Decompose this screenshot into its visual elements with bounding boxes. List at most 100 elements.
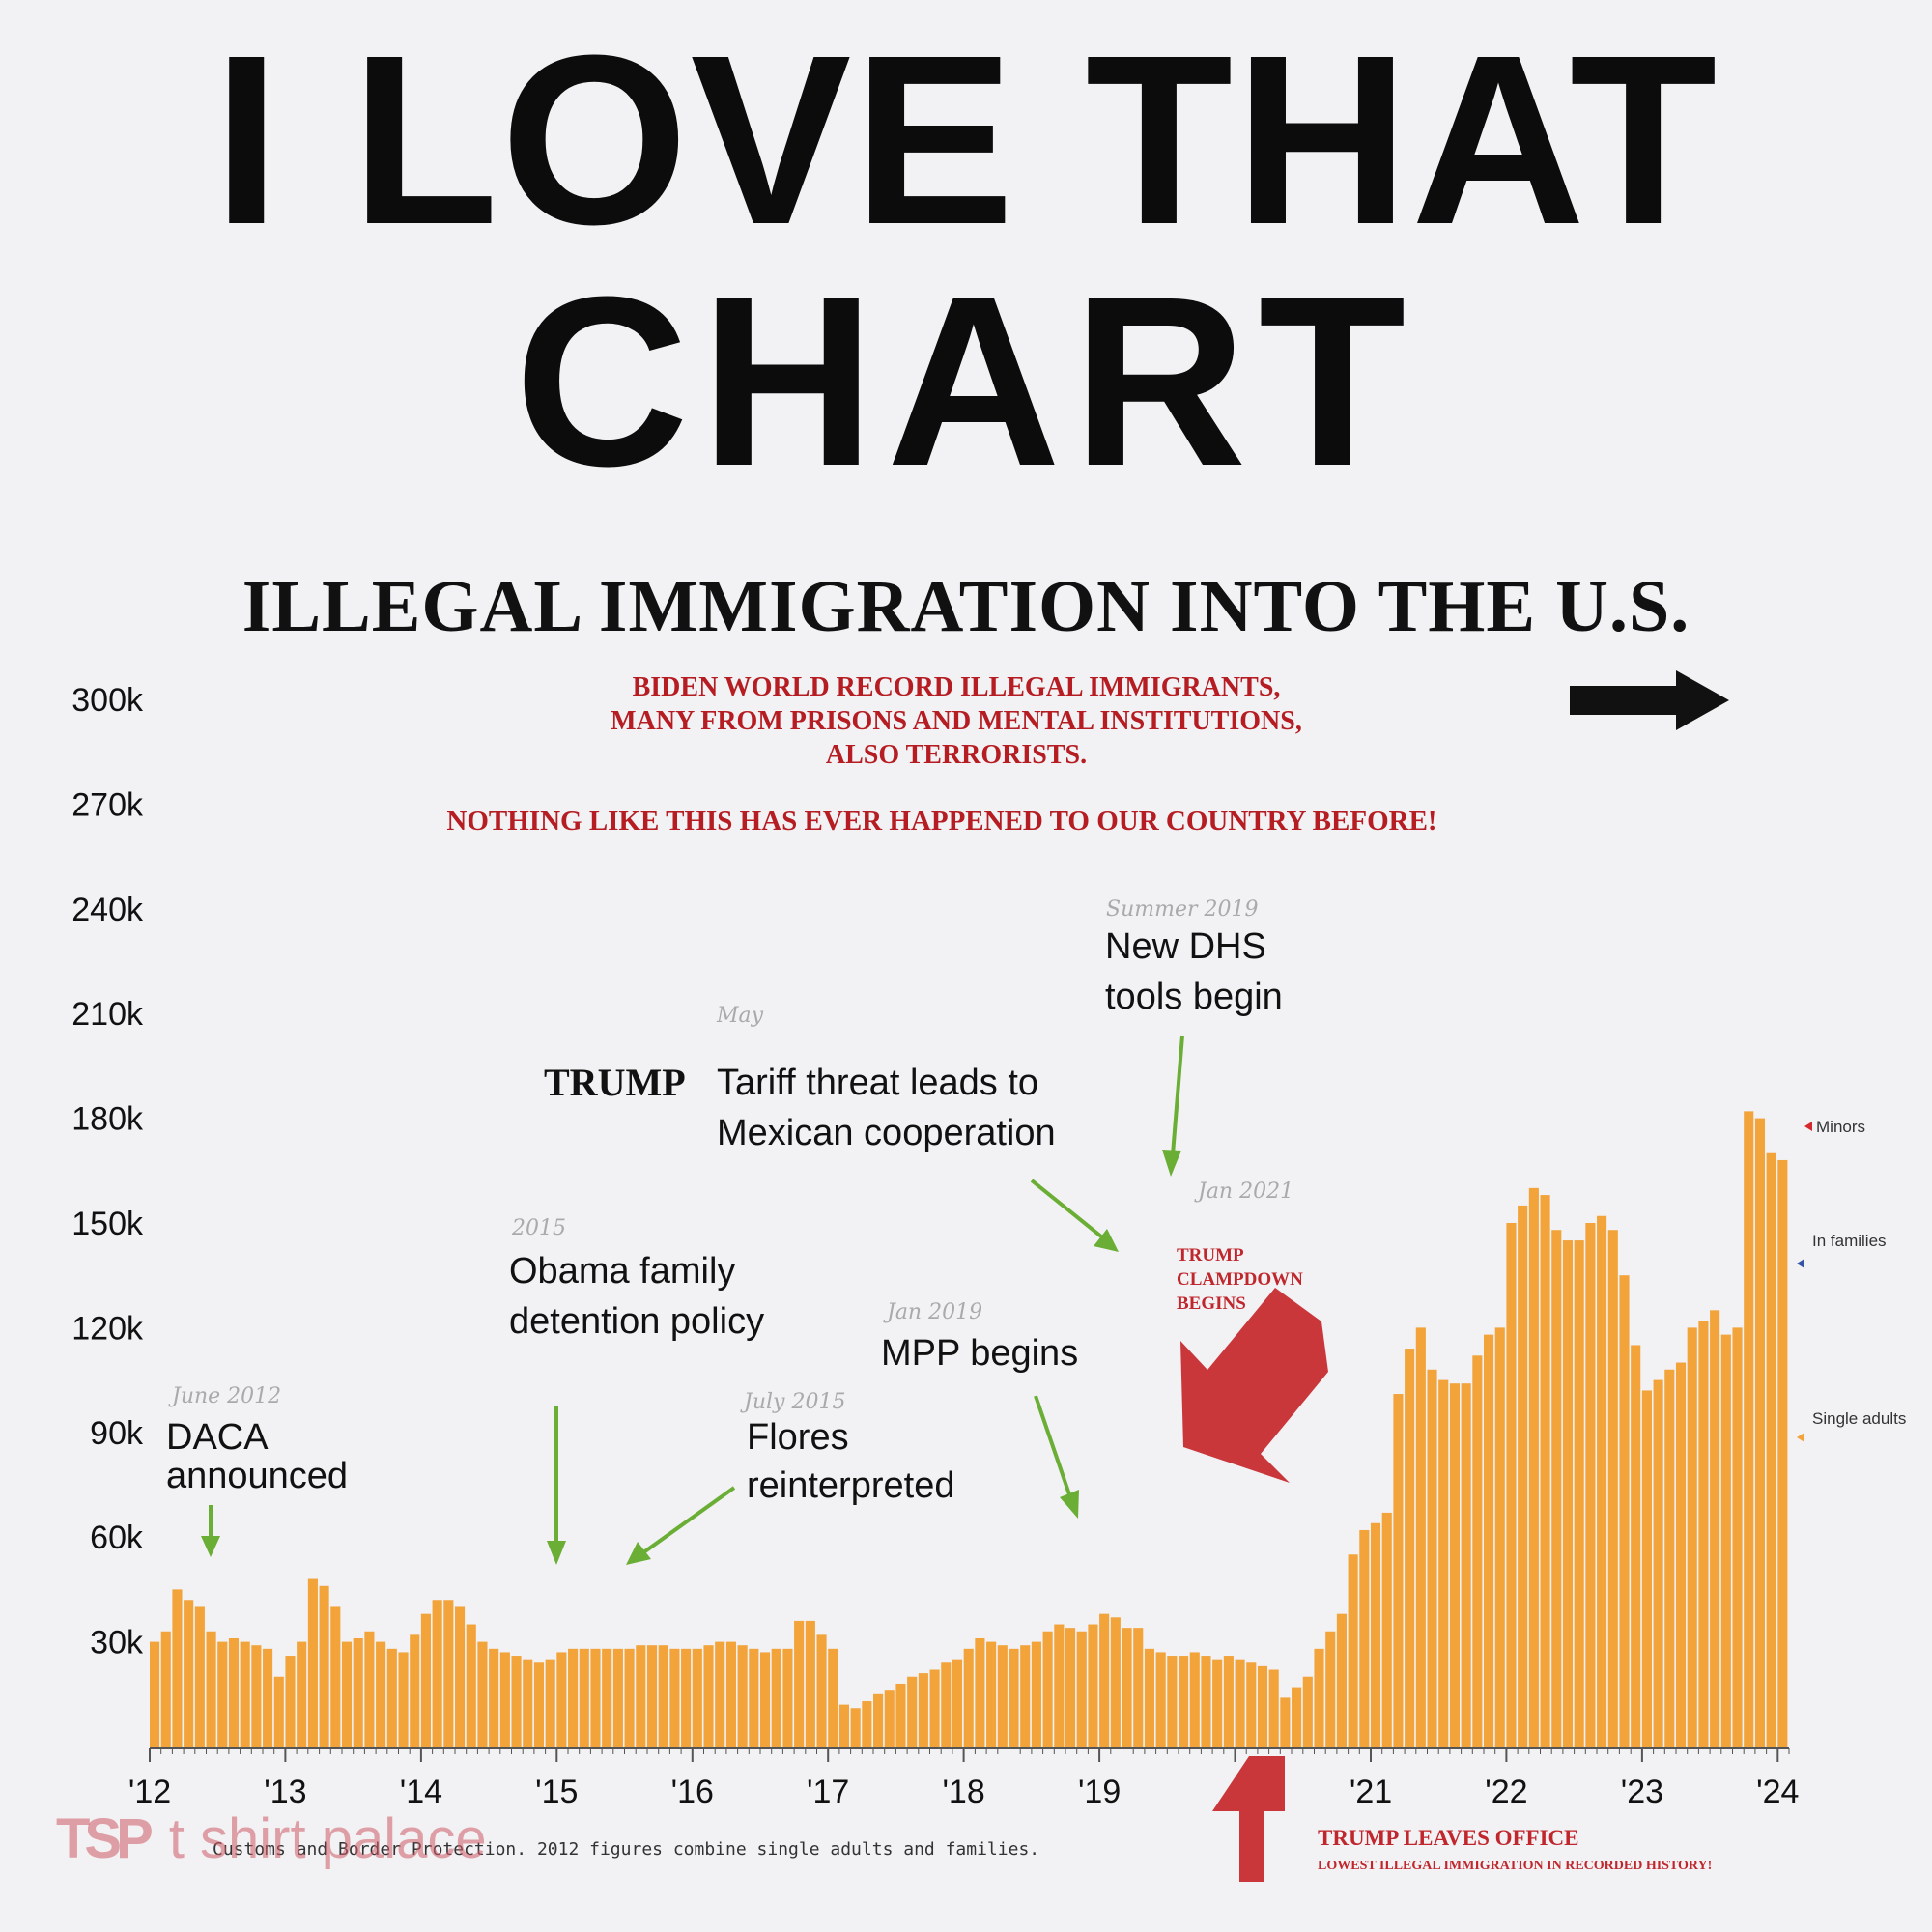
bar-single-adults [1687,1327,1697,1747]
bar-single-adults [636,1645,646,1747]
bar-single-adults [160,1631,171,1747]
legend-single-marker [1797,1433,1804,1442]
annotation-mpp-date: Jan 2019 [883,1300,982,1324]
bar-single-adults [1494,1327,1505,1747]
x-axis: '12 '13 '14 '15 '16 '17 '18 '19 '21 '22 '23 '24 [128,1747,1799,1810]
bar-single-adults [884,1690,895,1747]
annotation-dhs-date: Summer 2019 [1106,897,1258,922]
y-axis: 30k 60k 90k 120k 150k 180k 210k 240k 270k 300k [71,682,144,1662]
green-arrow-icon [201,1505,220,1557]
headline-line-1: I LOVE THAT [213,5,1719,274]
bar-single-adults [1054,1624,1065,1747]
bar-single-adults [1619,1275,1630,1747]
bar-single-adults [759,1652,771,1747]
bar-single-adults [297,1641,307,1747]
bar-single-adults [1314,1648,1324,1747]
bar-single-adults [511,1656,522,1747]
y-tick-label: 150k [71,1206,144,1242]
bar-single-adults [794,1620,805,1747]
green-arrow-icon [1162,1035,1184,1177]
bar-single-adults [1461,1383,1471,1747]
bar-single-adults [1641,1390,1652,1747]
legend-minors-label: Minors [1816,1118,1865,1136]
bar-single-adults [1551,1230,1562,1747]
y-tick-label: 180k [71,1101,144,1138]
bar-single-adults [184,1600,194,1747]
bar-single-adults [1405,1349,1415,1747]
bar-single-adults [624,1648,635,1747]
bar-single-adults [489,1648,499,1747]
bar-single-adults [341,1641,353,1747]
bar-single-adults [273,1676,284,1747]
bar-single-adults [1133,1628,1144,1747]
bar-single-adults [285,1656,296,1747]
y-tick-label: 240k [71,892,144,928]
bar-single-adults [590,1648,601,1747]
watermark-text: t shirt palace [168,1807,487,1870]
bar-single-adults [1257,1665,1268,1747]
chart-footer: Customs and Border Protection. 2012 figu… [213,1839,1039,1860]
bar-single-adults [1179,1656,1189,1747]
bar-single-adults [1427,1369,1437,1747]
bar-single-adults [499,1652,510,1747]
bar-single-adults [805,1620,815,1747]
green-arrow-icon [1030,1179,1119,1252]
bar-single-adults [1235,1659,1245,1747]
y-tick-label: 300k [71,682,144,719]
bar-single-adults [194,1606,205,1747]
x-tick-label: '14 [400,1774,442,1810]
bar-single-adults [1506,1223,1517,1747]
bar-single-adults [1201,1656,1211,1747]
bar-single-adults [1020,1645,1031,1747]
subtitle-line-1: BIDEN WORLD RECORD ILLEGAL IMMIGRANTS, [632,672,1281,702]
annotation-tariff-line1: Tariff threat leads to [717,1063,1038,1103]
bar-single-adults [1110,1617,1121,1747]
bar-single-adults [1415,1327,1426,1747]
annotation-clampdown-date: Jan 2021 [1194,1179,1293,1204]
annotation-clampdown-line3: BEGINS [1177,1293,1246,1314]
legend-single-label: Single adults [1812,1409,1906,1428]
x-tick-label: '19 [1078,1774,1121,1810]
bars-layer [150,1111,1788,1747]
headline-line-2: CHART [514,246,1418,516]
chart-title: ILLEGAL IMMIGRATION INTO THE U.S. [242,566,1690,647]
bar-single-adults [172,1589,183,1747]
bar-single-adults [941,1662,952,1747]
bar-single-adults [1042,1631,1053,1747]
annotation-daca-line2: announced [166,1456,348,1496]
annotation-mpp-line1: MPP begins [881,1333,1078,1374]
bar-single-adults [228,1637,240,1747]
annotation-clampdown-line1: TRUMP [1177,1245,1244,1265]
bar-single-adults [477,1641,488,1747]
bar-single-adults [1720,1334,1731,1747]
bar-single-adults [1438,1379,1449,1747]
bar-single-adults [952,1659,963,1747]
annotation-tariff-date: May [716,1004,764,1028]
bar-single-adults [1336,1613,1347,1747]
chart-subtitle-2: NOTHING LIKE THIS HAS EVER HAPPENED TO O… [446,806,1437,837]
annotation-obama-line1: Obama family [509,1251,735,1292]
x-tick-label: '16 [671,1774,714,1810]
red-arrow-icon [1180,1288,1328,1483]
bar-single-adults [1348,1554,1358,1747]
bar-single-adults [1540,1195,1550,1747]
bar-single-adults [319,1585,329,1747]
subtitle-line-3: ALSO TERRORISTS. [825,740,1088,770]
annotation-flores-date: July 2015 [740,1390,845,1414]
bar-single-adults [556,1652,567,1747]
bar-single-adults [749,1648,759,1747]
bar-single-adults [568,1648,579,1747]
bar-single-adults [1631,1345,1641,1747]
x-tick-label: '24 [1756,1774,1799,1810]
bar-single-adults [838,1704,850,1747]
bar-single-adults [1698,1321,1709,1747]
bar-single-adults [782,1648,793,1747]
bar-single-adults [217,1641,228,1747]
bar-single-adults [432,1600,442,1747]
bar-single-adults [1664,1369,1675,1747]
bar-single-adults [850,1708,861,1747]
bar-single-adults [692,1648,702,1747]
bar-single-adults [1393,1394,1404,1747]
bar-single-adults [963,1648,974,1747]
bar-single-adults [997,1645,1008,1747]
